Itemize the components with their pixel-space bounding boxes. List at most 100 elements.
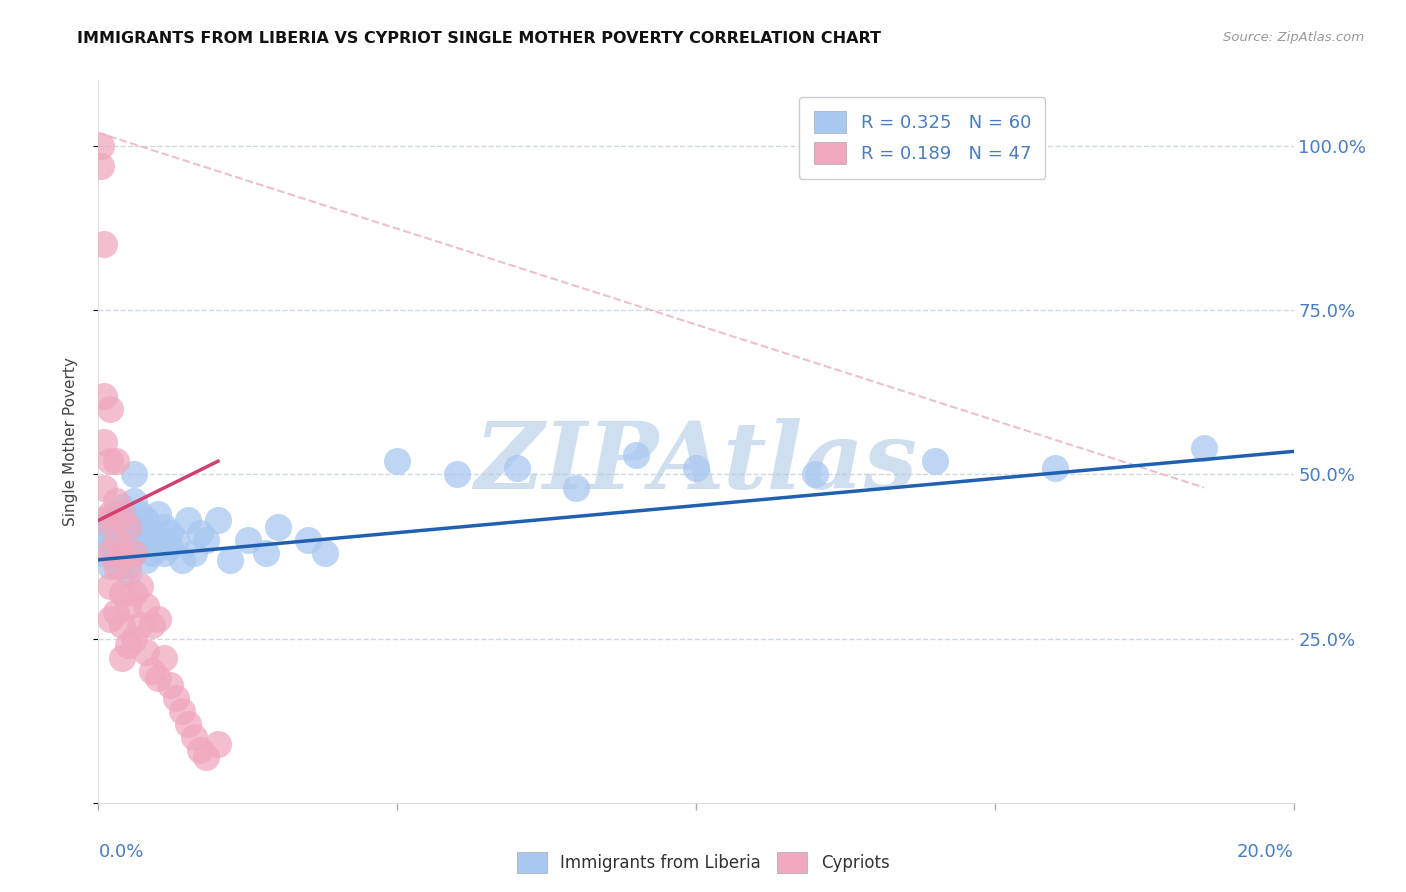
Point (506, 460, 529, 475)
Point (153, 651, 176, 665)
Point (385, 454, 409, 468)
Point (148, 612, 170, 626)
Point (267, 520, 290, 534)
Point (129, 618, 152, 632)
Point (93, 513, 115, 527)
Point (188, 526, 211, 541)
Point (195, 749, 218, 764)
Point (135, 553, 157, 567)
Legend: R = 0.325   N = 60, R = 0.189   N = 47: R = 0.325 N = 60, R = 0.189 N = 47 (799, 96, 1046, 178)
Point (135, 533, 157, 547)
Point (117, 540, 139, 554)
Point (98, 507, 122, 521)
Text: 0.0%: 0.0% (98, 843, 143, 861)
Point (93, 481, 115, 495)
Point (148, 671, 170, 685)
Point (183, 546, 205, 560)
Point (236, 533, 259, 547)
Point (124, 467, 146, 482)
Point (129, 540, 152, 554)
Point (90, 159, 112, 173)
Point (207, 737, 229, 751)
Point (129, 579, 152, 593)
Point (254, 546, 277, 560)
Point (111, 546, 134, 560)
Point (177, 513, 200, 527)
Point (98, 559, 122, 574)
Point (172, 553, 194, 567)
Point (117, 526, 139, 541)
Point (93, 237, 115, 252)
Point (141, 546, 163, 560)
Point (165, 690, 187, 705)
Point (111, 585, 134, 599)
Point (117, 520, 139, 534)
Point (141, 665, 163, 679)
Point (446, 467, 468, 482)
Legend: Immigrants from Liberia, Cypriots: Immigrants from Liberia, Cypriots (510, 846, 896, 880)
Point (207, 513, 229, 527)
Point (153, 546, 176, 560)
Point (105, 533, 128, 547)
Point (98, 454, 122, 468)
Point (98, 533, 122, 547)
Point (124, 546, 146, 560)
Point (129, 507, 152, 521)
Point (117, 599, 139, 613)
Point (183, 730, 205, 744)
Point (105, 605, 128, 619)
Point (105, 493, 128, 508)
Point (315, 546, 337, 560)
Point (111, 520, 134, 534)
Point (172, 704, 194, 718)
Point (297, 533, 319, 547)
Point (111, 651, 134, 665)
Point (93, 533, 115, 547)
Point (111, 533, 134, 547)
Point (159, 540, 181, 554)
Point (148, 533, 170, 547)
Point (219, 553, 242, 567)
Point (98, 401, 122, 416)
Point (117, 566, 139, 580)
Point (90, 139, 112, 153)
Point (124, 632, 146, 646)
Point (117, 559, 139, 574)
Point (924, 454, 946, 468)
Point (124, 546, 146, 560)
Point (148, 507, 170, 521)
Point (159, 677, 181, 691)
Point (141, 618, 163, 632)
Point (195, 533, 218, 547)
Point (111, 507, 134, 521)
Point (105, 546, 128, 560)
Point (135, 513, 157, 527)
Text: IMMIGRANTS FROM LIBERIA VS CYPRIOT SINGLE MOTHER POVERTY CORRELATION CHART: IMMIGRANTS FROM LIBERIA VS CYPRIOT SINGL… (77, 31, 882, 46)
Point (111, 559, 134, 574)
Point (105, 454, 128, 468)
Point (685, 460, 707, 475)
Text: ZIPAtlas: ZIPAtlas (474, 418, 918, 508)
Point (1043, 460, 1066, 475)
Y-axis label: Single Mother Poverty: Single Mother Poverty (63, 357, 77, 526)
Point (105, 553, 128, 567)
Point (98, 579, 122, 593)
Point (93, 513, 115, 527)
Point (159, 526, 181, 541)
Point (93, 434, 115, 449)
Text: 20.0%: 20.0% (1237, 843, 1294, 861)
Point (135, 599, 157, 613)
Point (124, 585, 146, 599)
Point (188, 743, 211, 757)
Point (98, 612, 122, 626)
Point (165, 533, 187, 547)
Point (98, 520, 122, 534)
Point (117, 638, 139, 652)
Text: Source: ZipAtlas.com: Source: ZipAtlas.com (1223, 31, 1364, 45)
Point (177, 717, 200, 731)
Point (626, 448, 648, 462)
Point (141, 526, 163, 541)
Point (565, 481, 588, 495)
Point (117, 546, 139, 560)
Point (804, 467, 827, 482)
